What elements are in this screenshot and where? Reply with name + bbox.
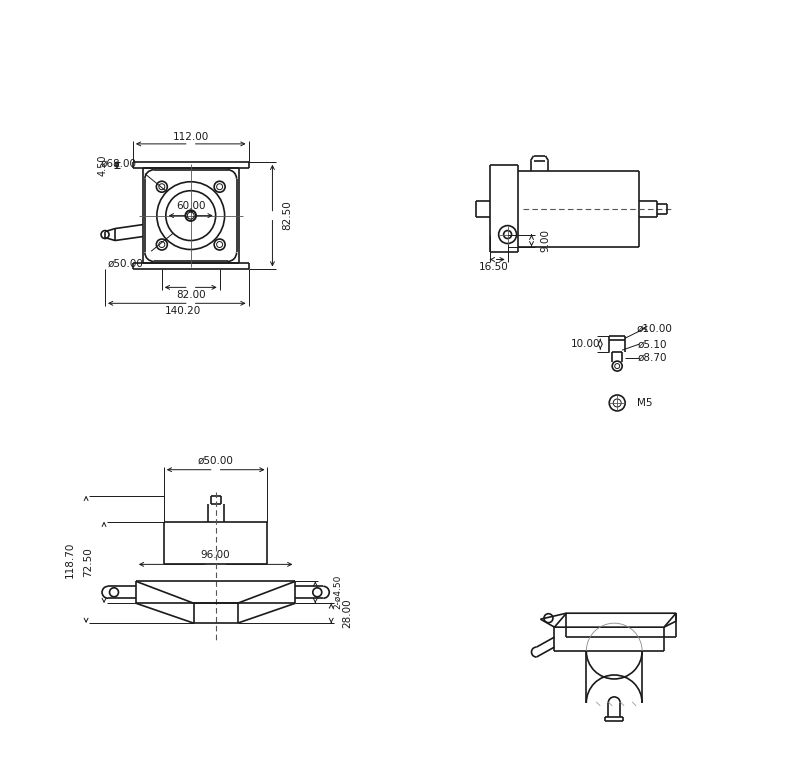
Text: 10.00: 10.00: [570, 339, 600, 349]
Text: ø50.00: ø50.00: [107, 258, 143, 268]
Text: ø68.00: ø68.00: [101, 158, 137, 168]
Text: ø50.00: ø50.00: [198, 456, 234, 466]
Text: 140.20: 140.20: [164, 307, 201, 316]
Text: 96.00: 96.00: [201, 551, 231, 560]
Text: ø5.10: ø5.10: [638, 339, 667, 349]
Text: ø8.70: ø8.70: [638, 353, 667, 363]
Text: 112.00: 112.00: [172, 132, 209, 142]
Text: 82.00: 82.00: [176, 290, 205, 300]
Text: ø10.00: ø10.00: [636, 323, 672, 333]
Text: 72.50: 72.50: [83, 548, 93, 577]
Text: 118.70: 118.70: [65, 541, 75, 577]
Text: 60.00: 60.00: [176, 200, 205, 211]
Text: 82.50: 82.50: [282, 200, 292, 231]
Text: 16.50: 16.50: [479, 262, 509, 272]
Text: M5: M5: [637, 398, 653, 408]
Text: 4.50: 4.50: [98, 154, 108, 176]
Text: 9.00: 9.00: [540, 229, 551, 252]
Text: 28.00: 28.00: [342, 598, 352, 628]
Text: 2-ø4.50: 2-ø4.50: [333, 575, 342, 609]
